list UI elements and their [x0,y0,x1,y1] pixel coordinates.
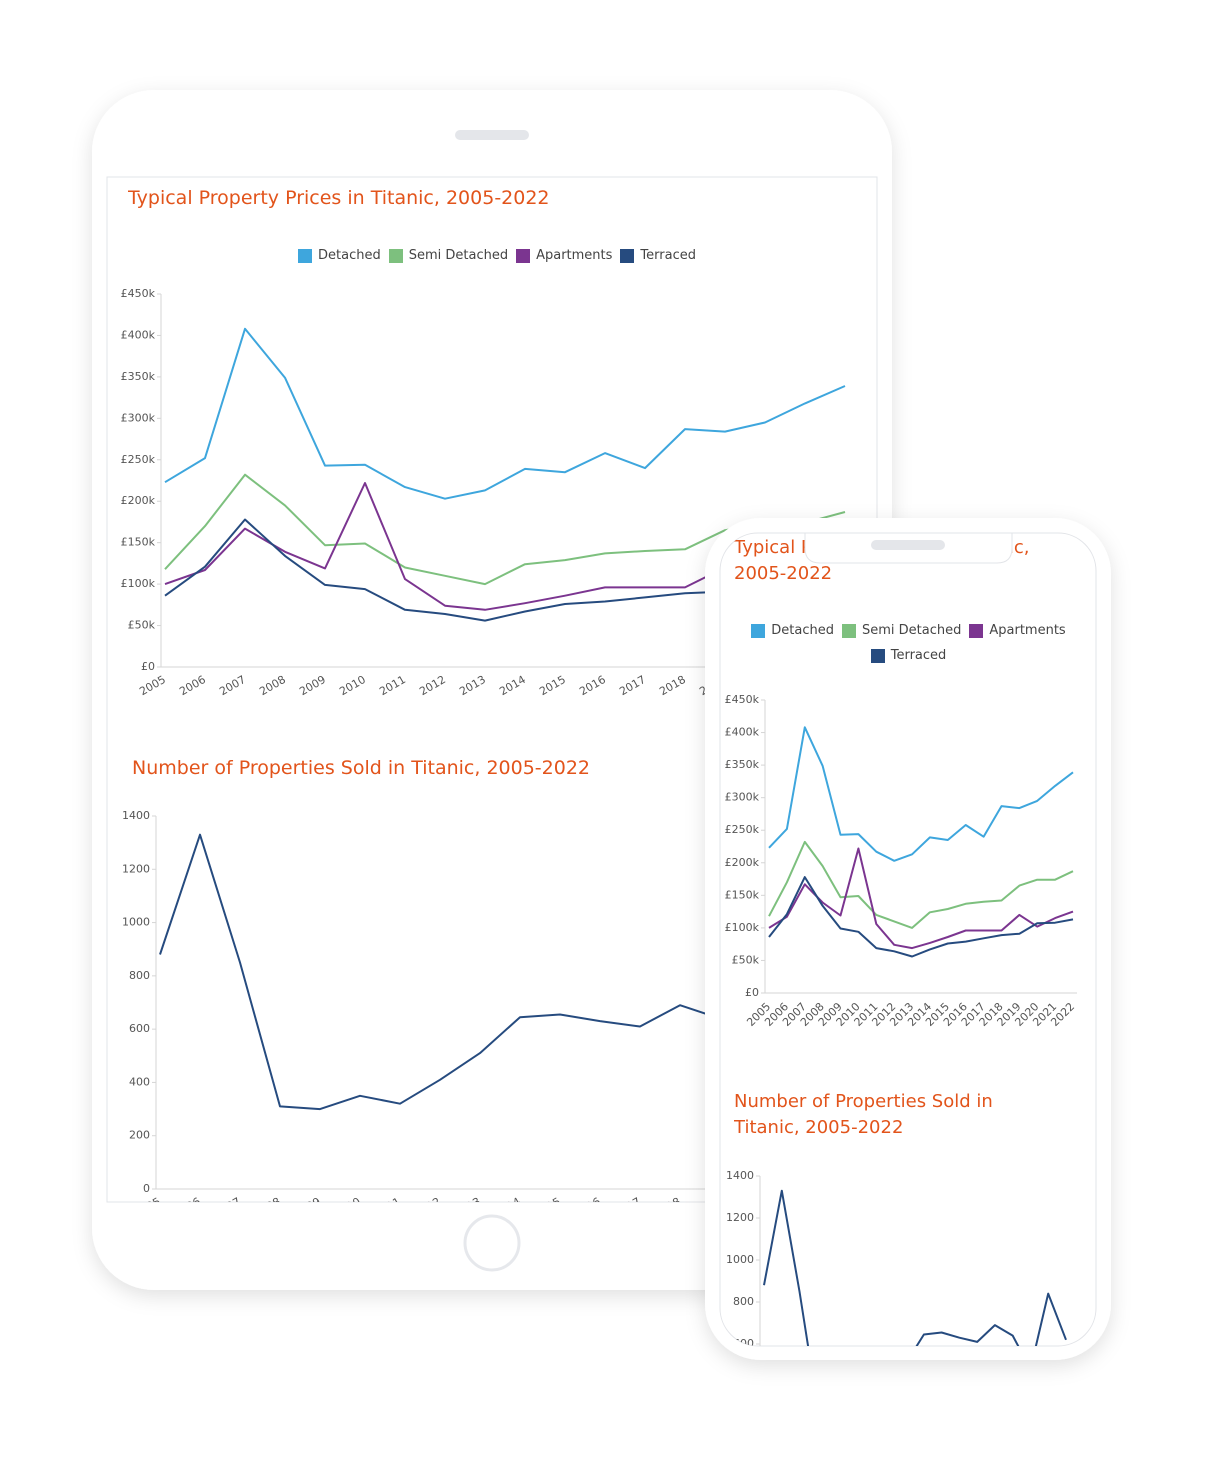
chart-title: Typical Property Prices in Titanic, 2005… [128,187,550,209]
legend-item: Terraced [870,648,947,663]
title-box: Number of Properties Sold in Titanic, 20… [132,757,591,779]
legend-label: Detached [771,623,834,638]
data-line [763,1189,1067,1346]
title-box: Number of Properties Sold in Titanic, 20… [734,1091,993,1139]
legend: Detached Semi Detached Apartments Terraced [736,623,1081,673]
y-tick-label: £400k [725,726,760,739]
y-tick-label: 600 [733,1337,754,1350]
legend-swatch [870,648,885,663]
legend-item: Detached [298,248,381,263]
y-tick-label: 800 [733,1295,754,1308]
y-tick-label: £100k [725,921,760,934]
y-tick-label: £450k [725,693,760,706]
legend-swatch [842,623,856,638]
y-tick-label: £200k [725,856,760,869]
y-tick-label: £200k [121,494,156,507]
legend-swatch [620,248,635,263]
legend-item: Apartments [969,623,1066,638]
y-tick-label: 800 [129,969,150,982]
y-tick-label: £150k [121,536,156,549]
y-tick-label: £300k [121,411,156,424]
y-tick-label: £0 [745,986,759,999]
tablet-speaker [455,130,529,140]
y-tick-label: 1400 [726,1169,754,1182]
y-tick-label: 1400 [122,809,150,822]
legend-swatch [969,623,984,638]
data-line [164,327,846,500]
y-tick-label: 600 [129,1022,150,1035]
legend-item: Terraced [620,248,696,263]
y-tick-label: 200 [733,1421,754,1434]
legend-label: Semi Detached [862,623,962,638]
y-tick-label: 1200 [122,862,150,875]
legend-item: Semi Detached [842,623,961,638]
y-tick-label: £100k [121,577,156,590]
legend-item: Detached [751,623,834,638]
legend-item: Semi Detached [388,248,509,263]
legend-label: Terraced [640,248,696,263]
y-tick-label: £400k [121,328,156,341]
y-tick-label: £450k [121,287,156,300]
phone-speaker [871,540,945,550]
legend-label: Apartments [536,248,613,263]
y-tick-label: £300k [725,791,760,804]
legend-label: Terraced [890,648,947,663]
legend-label: Detached [318,248,381,263]
y-tick-label: 1000 [122,916,150,929]
y-tick-label: £350k [121,370,156,383]
data-line [768,876,1074,958]
y-tick-label: 1000 [726,1253,754,1266]
y-tick-label: 1200 [726,1211,754,1224]
y-tick-label: £0 [141,660,155,673]
data-line [768,726,1074,862]
y-tick-label: £50k [732,953,760,966]
legend-item: Apartments [516,248,612,263]
legend-swatch [298,248,312,263]
y-tick-label: £250k [725,823,760,836]
legend: Detached Semi Detached Apartments Terraced [147,248,847,273]
y-tick-label: £350k [725,758,760,771]
y-tick-label: 0 [747,1463,754,1476]
legend-label: Semi Detached [408,248,509,263]
y-tick-label: £150k [725,888,760,901]
tablet-home-button [463,1214,521,1272]
y-tick-label: 400 [129,1075,150,1088]
legend-swatch [388,248,403,263]
y-tick-label: £50k [128,619,156,632]
y-tick-label: £250k [121,453,156,466]
legend-swatch [751,623,766,638]
legend-swatch [516,248,531,263]
chart-title: Number of Properties Sold in Titanic, 20… [132,757,591,779]
y-tick-label: 200 [129,1129,150,1142]
y-tick-label: 400 [733,1379,754,1392]
legend-label: Apartments [989,623,1066,638]
title-box: Typical Property Prices in Titanic, 2005… [128,187,550,209]
y-tick-label: 0 [143,1182,150,1195]
data-line [768,840,1074,929]
chart-title: Number of Properties Sold in Titanic, 20… [734,1091,993,1139]
legend-box: Detached Semi Detached Apartments Terraced [736,623,1081,673]
legend-box: Detached Semi Detached Apartments Terraced [147,248,847,273]
